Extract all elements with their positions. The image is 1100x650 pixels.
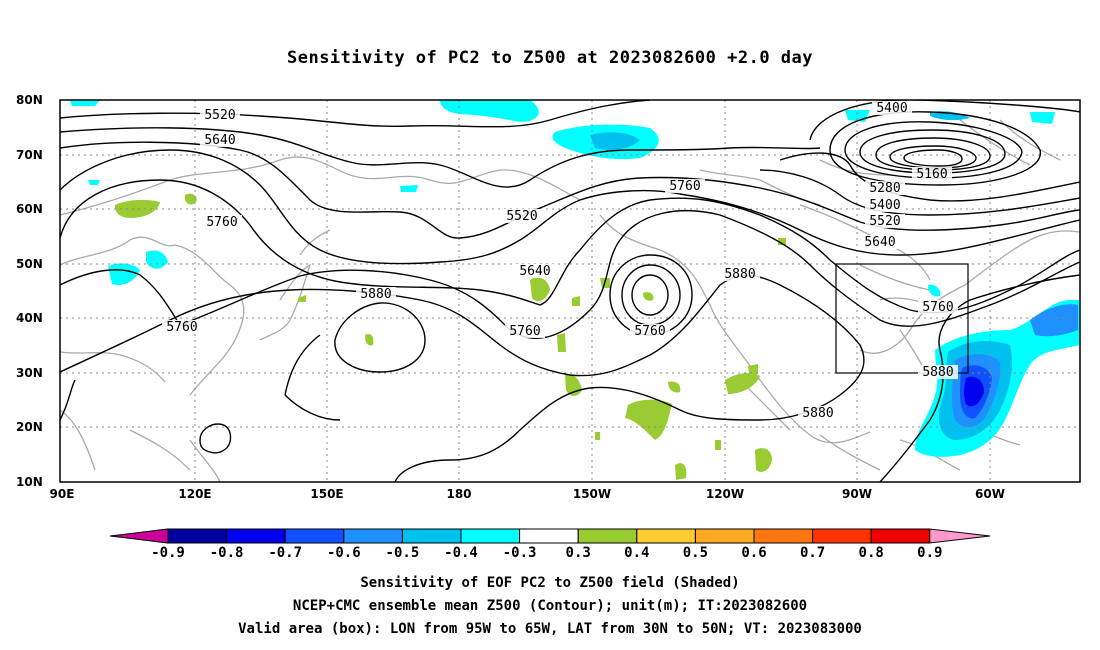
contour-label: 5640 [519, 264, 550, 279]
contour-label: 5520 [869, 214, 900, 229]
colorbar-label: 0.8 [859, 545, 884, 561]
contour-label-bg [505, 324, 545, 338]
colorbar-label: -0.6 [327, 545, 361, 561]
contour-label-bg [356, 287, 396, 301]
contour-label-bg [630, 324, 670, 338]
contour-label-bg [515, 264, 555, 278]
contour-label-bg [872, 101, 912, 115]
contour-label: 5760 [206, 215, 237, 230]
lon-label-150w: 150W [573, 487, 611, 501]
contour-label: 5160 [916, 167, 947, 182]
contour-label-bg [918, 300, 958, 314]
colorbar-label: -0.8 [210, 545, 244, 561]
lon-label-180: 180 [446, 487, 471, 501]
colorbar: -0.9 -0.8 -0.7 -0.6 -0.5 -0.4 -0.3 0.3 0.4 0.5 0.6… [109, 528, 991, 561]
colorbar-swatch [284, 528, 345, 544]
contour-label: 5880 [922, 365, 953, 380]
caption-line-3: Valid area (box): LON from 95W to 65W, L… [238, 621, 862, 637]
contour-label: 5760 [634, 324, 665, 339]
lat-label-60n: 60N [16, 202, 43, 216]
contour-label-bg [798, 406, 838, 420]
lon-label-150e: 150E [310, 487, 343, 501]
colorbar-label: -0.4 [444, 545, 478, 561]
lon-label-120e: 120E [178, 487, 211, 501]
lat-label-80n: 80N [16, 93, 43, 107]
contour-label-bg [200, 133, 240, 147]
contour-label: 5880 [724, 267, 755, 282]
colorbar-swatch [870, 528, 931, 544]
valid-area-box [835, 263, 969, 374]
colorbar-label: 0.5 [683, 545, 708, 561]
lat-label-40n: 40N [16, 311, 43, 325]
colorbar-high-end [929, 528, 991, 544]
lat-label-20n: 20N [16, 420, 43, 434]
contour-label: 5520 [506, 209, 537, 224]
contour-label-bg [865, 214, 905, 228]
colorbar-label: -0.5 [386, 545, 420, 561]
lon-label-120w: 120W [706, 487, 744, 501]
colorbar-swatch [401, 528, 462, 544]
contour-label: 5400 [876, 101, 907, 116]
colorbar-label: 0.9 [917, 545, 942, 561]
colorbar-label: -0.7 [268, 545, 302, 561]
contour-label: 5760 [922, 300, 953, 315]
contour-label-bg [200, 108, 240, 122]
contour-label-bg [162, 320, 202, 334]
caption-line-2: NCEP+CMC ensemble mean Z500 (Contour); u… [292, 598, 808, 614]
lat-label-10n: 10N [16, 475, 43, 489]
latitude-labels: 80N 70N 60N 50N 40N 30N 20N 10N [16, 93, 43, 489]
contour-label: 5880 [360, 287, 391, 302]
colorbar-label: -0.9 [151, 545, 185, 561]
map-frame [59, 99, 1081, 483]
colorbar-swatch [167, 528, 228, 544]
contour-labels: 5520 5640 5760 5760 5880 5520 5640 5760 5760 5760… [162, 101, 958, 421]
contour-label: 5760 [166, 320, 197, 335]
z500-contours [60, 100, 1080, 482]
colorbar-label: 0.4 [624, 545, 649, 561]
contour-label-bg [865, 181, 905, 195]
contour-label: 5640 [864, 235, 895, 250]
colorbar-low-end [109, 528, 169, 544]
caption-line-1: Sensitivity of EOF PC2 to Z500 field (Sh… [360, 575, 740, 591]
contour-label-bg [202, 215, 242, 229]
colorbar-swatch [343, 528, 403, 544]
contour-label: 5280 [869, 181, 900, 196]
lon-label-90e: 90E [50, 487, 75, 501]
colorbar-swatch [577, 528, 638, 544]
colorbar-label: 0.7 [800, 545, 825, 561]
colorbar-swatch [753, 528, 814, 544]
contour-label-bg [502, 209, 542, 223]
colorbar-swatch [460, 528, 521, 544]
contour-label-bg [720, 267, 760, 281]
lon-label-90w: 90W [842, 487, 872, 501]
contour-label-bg [860, 235, 900, 249]
contour-label: 5760 [669, 179, 700, 194]
colorbar-swatch [694, 528, 755, 544]
plot-title: Sensitivity of PC2 to Z500 at 2023082600… [286, 48, 813, 68]
colorbar-swatch [519, 528, 579, 544]
contour-label-bg [912, 167, 952, 181]
contour-label-bg [918, 365, 958, 379]
contour-label: 5520 [204, 108, 235, 123]
contour-label-bg [665, 179, 705, 193]
contour-label: 5760 [509, 324, 540, 339]
lon-label-60w: 60W [975, 487, 1005, 501]
colorbar-label: 0.3 [566, 545, 591, 561]
lat-label-70n: 70N [16, 148, 43, 162]
contour-label-bg [865, 198, 905, 212]
longitude-labels: 90E 120E 150E 180 150W 120W 90W 60W [50, 487, 1005, 501]
contour-label: 5640 [204, 133, 235, 148]
colorbar-label: -0.3 [503, 545, 537, 561]
colorbar-swatch [812, 528, 872, 544]
lat-label-30n: 30N [16, 366, 43, 380]
contour-label: 5880 [802, 406, 833, 421]
colorbar-label: 0.6 [741, 545, 766, 561]
contour-label: 5400 [869, 198, 900, 213]
colorbar-swatch [636, 528, 696, 544]
colorbar-swatch [226, 528, 286, 544]
lat-label-50n: 50N [16, 257, 43, 271]
